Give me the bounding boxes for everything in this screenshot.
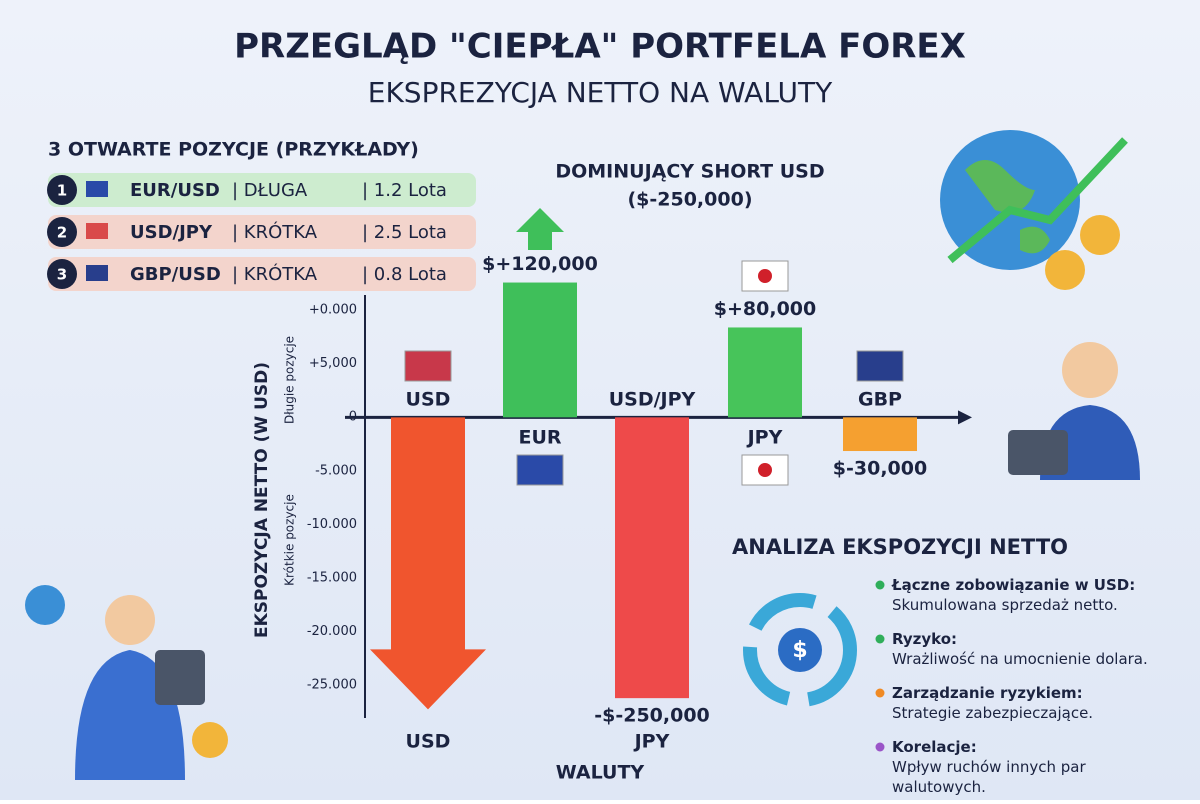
y-tick-label: -25.000 [307, 678, 357, 693]
flag-dot [758, 269, 772, 283]
dollar-sign: $ [792, 638, 807, 663]
flag-icon [86, 265, 108, 281]
position-badge [47, 175, 77, 205]
x-axis-arrow [958, 410, 972, 425]
bar [503, 282, 577, 418]
flag-icon [86, 181, 108, 197]
chart: DOMINUJĄCY SHORT USD ($-250,000) +0.000 +5,… [252, 161, 972, 784]
bullet [875, 580, 885, 590]
flag [516, 454, 564, 486]
position-badge [47, 217, 77, 247]
person-head [105, 595, 155, 645]
y-axis-label: EKSPOZYCJA NETTO (W USD) [252, 362, 272, 638]
position-side: | DŁUGA [232, 180, 308, 201]
position-size: | 1.2 Lota [362, 180, 447, 201]
position-row [48, 215, 476, 249]
x-axis-label: WALUTY [556, 762, 645, 784]
annotation: DOMINUJĄCY SHORT USD [555, 161, 824, 183]
coin [1080, 215, 1120, 255]
category-label: EUR [518, 427, 561, 449]
analysis-text: Zarządzanie ryzykiem: Strategie zabezpiec… [892, 684, 1093, 722]
analysis-text: Łączne zobowiązanie w USD: Skumulowana sp… [891, 576, 1135, 614]
analysis-body: Strategie zabezpieczające. [892, 704, 1093, 722]
long-label: Długie pozycje [283, 336, 297, 424]
bullet [875, 634, 885, 644]
positions: 1 EUR/USD | DŁUGA | 1.2 Lota 2 USD/JPY | KRÓTK… [47, 173, 476, 291]
analysis-head: Zarządzanie ryzykiem: [892, 684, 1083, 702]
category-label: USD/JPY [609, 389, 696, 411]
value-label: $-30,000 [833, 458, 927, 480]
analysis-title: ANALIZA EKSPOZYCJI NETTO [732, 535, 1068, 559]
bullet [875, 688, 885, 698]
position-pair: USD/JPY [130, 222, 213, 243]
position-number: 2 [57, 224, 67, 242]
y-tick-label: +5,000 [309, 356, 357, 371]
y-tick-label: 0 [349, 410, 357, 425]
analysis-text: Ryzyko: Wrażliwość na umocnienie dolara. [892, 630, 1148, 668]
category-label: GBP [858, 389, 902, 411]
flag [404, 350, 452, 382]
coin [25, 585, 65, 625]
position-number: 1 [57, 182, 67, 200]
cycle-icon [743, 593, 857, 707]
flag [856, 350, 904, 382]
short-label: Krótkie pozycje [283, 494, 297, 586]
position-number: 3 [57, 266, 67, 284]
analysis-body: Wrażliwość na umocnienie dolara. [892, 650, 1148, 668]
cycle-coin [778, 628, 822, 672]
subtitle: EKSPREZYCJA NETTO NA WALUTY [368, 76, 833, 109]
bar [615, 417, 689, 699]
annotation-arrow [516, 208, 564, 250]
position-pair: EUR/USD [130, 180, 220, 201]
positions-title: 3 OTWARTE POZYCJE (PRZYKŁADY) [48, 139, 419, 161]
flag-icon [86, 223, 108, 239]
tablet [1008, 430, 1068, 475]
bar-arrow [370, 417, 486, 710]
bottom-label: USD [406, 731, 451, 753]
position-pair: GBP/USD [130, 264, 221, 285]
y-tick-label: -10.000 [307, 517, 357, 532]
analysis-head: Korelacje: [892, 738, 977, 756]
category-label: USD [406, 389, 451, 411]
trend-arrow [947, 137, 1128, 264]
analysis: Łączne zobowiązanie w USD: Skumulowana sp… [875, 576, 1148, 796]
coin [192, 722, 228, 758]
position-side: | KRÓTKA [232, 263, 318, 285]
value-label: -$-250,000 [594, 705, 710, 727]
analysis-body: Wpływ ruchów innych par [892, 758, 1086, 776]
bullet [875, 742, 885, 752]
person-head [1062, 342, 1118, 398]
value-label: $+80,000 [714, 298, 816, 320]
position-size: | 0.8 Lota [362, 264, 447, 285]
analysis-head: Łączne zobowiązanie w USD: [891, 576, 1135, 594]
value-label: $+120,000 [482, 253, 598, 275]
y-tick-label: -20.000 [307, 624, 357, 639]
position-badge [47, 259, 77, 289]
globe-land [965, 160, 1050, 254]
analysis-text: Korelacje: Wpływ ruchów innych par walutow… [892, 738, 1086, 796]
position-side: | KRÓTKA [232, 221, 318, 243]
annotation: ($-250,000) [627, 189, 752, 211]
analysis-body: Skumulowana sprzedaż netto. [892, 596, 1118, 614]
category-label: JPY [746, 427, 783, 449]
position-row [48, 173, 476, 207]
position-row [48, 257, 476, 291]
analysis-body: walutowych. [892, 778, 986, 796]
analysis-head: Ryzyko: [892, 630, 957, 648]
bar [843, 417, 917, 452]
tablet [155, 650, 205, 705]
y-tick-label: -15.000 [307, 571, 357, 586]
y-tick-label: +0.000 [309, 303, 357, 318]
bottom-label: JPY [633, 731, 670, 753]
position-size: | 2.5 Lota [362, 222, 447, 243]
title: PRZEGLĄD "CIEPŁA" PORTFELA FOREX [234, 27, 966, 67]
flag-dot [758, 463, 772, 477]
y-tick-label: -5.000 [315, 463, 357, 478]
coin [1045, 250, 1085, 290]
bar [728, 327, 802, 418]
